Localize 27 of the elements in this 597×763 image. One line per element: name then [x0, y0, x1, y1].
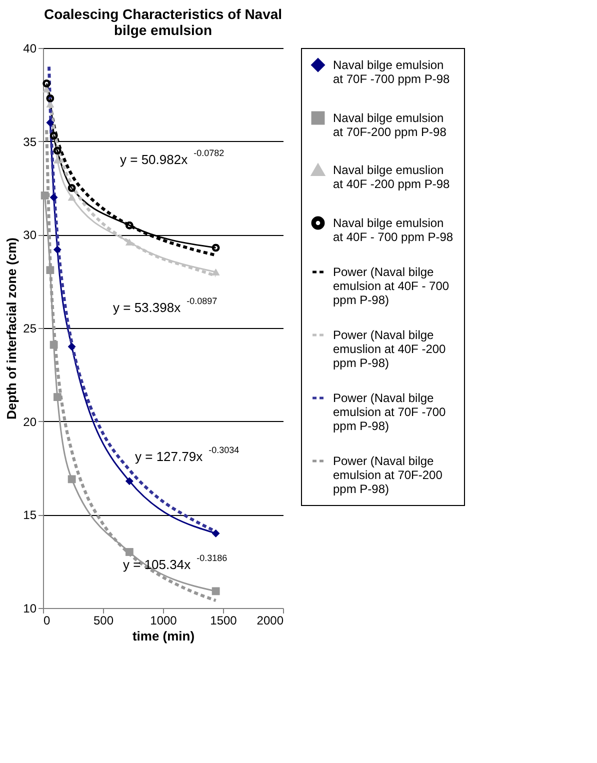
y-tick-label: 40	[23, 42, 37, 56]
annotation: y = 53.398x-0.0897	[113, 296, 218, 315]
y-tick-label: 35	[23, 134, 37, 149]
y-tick-label: 20	[23, 414, 37, 429]
x-tick-label: 0	[44, 614, 50, 628]
y-tick-label: 30	[23, 228, 37, 242]
y-tick-label: 15	[23, 508, 37, 522]
legend-label: Power (Naval bilge emulsion at 70F -700 ppm P-98)	[333, 391, 446, 433]
x-tick-label: 500	[93, 614, 114, 628]
legend-label: Naval bilge emulsion at 70F -700 ppm P-98	[333, 58, 450, 86]
legend-label: Power (Naval bilge emuslion at 40F -200 ppm P-98)	[333, 328, 446, 370]
legend-label: Naval bilge emulsion at 70F-200 ppm P-98	[333, 111, 447, 139]
x-tick-label: 1000	[150, 614, 178, 628]
x-tick-label: 2000	[256, 614, 284, 628]
legend-label: Power (Naval bilge emulsion at 40F - 700 ppm P-98)	[333, 265, 450, 307]
legend-label: Naval bilge emuslion at 40F -200 ppm P-98	[333, 163, 450, 191]
annotation: y = 50.982x-0.0782	[120, 148, 224, 167]
x-axis-title: time (min)	[132, 628, 195, 644]
chart-title: Coalescing Characteristics of Naval bilge emulsion	[44, 6, 282, 38]
legend-label: Naval bilge emulsion at 40F - 700 ppm P-98	[333, 216, 454, 244]
x-tick-label: 1500	[210, 614, 238, 628]
annotation: y = 127.79x-0.3034	[135, 445, 240, 464]
y-tick-label: 10	[23, 602, 37, 616]
annotation: y = 105.34x-0.3186	[123, 553, 228, 572]
y-axis-title: Depth of interfacial zone (cm)	[4, 237, 20, 420]
y-tick-label: 25	[23, 322, 37, 336]
legend-label: Power (Naval bilge emulsion at 70F-200 ppm P-98)	[333, 454, 443, 496]
